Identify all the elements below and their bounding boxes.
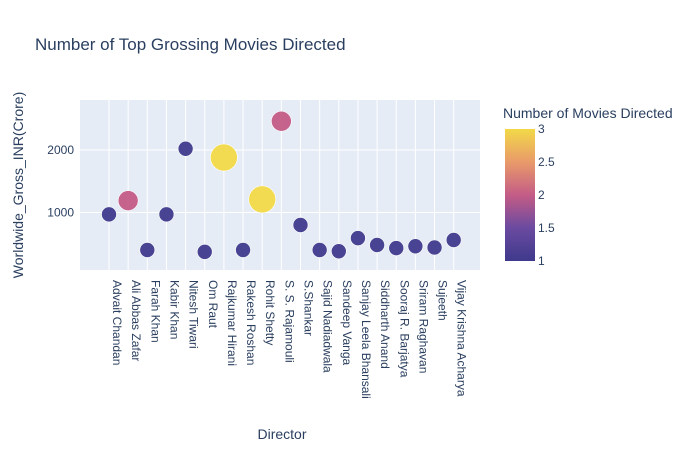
marker	[426, 239, 443, 256]
x-tick-label: Sujeeth	[436, 280, 450, 321]
y-tick-labels: 1000 2000	[47, 143, 74, 220]
marker	[196, 244, 213, 260]
x-tick-label: Farah Khan	[148, 280, 162, 343]
colorbar-tick-label: 2	[538, 188, 545, 202]
y-tick-label: 2000	[47, 143, 74, 157]
marker	[407, 238, 424, 255]
x-tick-labels: Advait Chandan Ali Abbas Zafar Farah Khan K…	[110, 280, 469, 399]
x-tick-label: Ali Abbas Zafar	[129, 280, 143, 361]
colorbar-tick-label: 1	[538, 254, 545, 268]
x-tick-label: Om Raut	[206, 280, 220, 329]
colorbar-tick-label: 3	[538, 122, 545, 136]
x-tick-label: Sandeep Vanga	[340, 280, 354, 366]
x-tick-label: Siddharth Anand	[378, 280, 392, 369]
marker	[369, 237, 385, 253]
x-tick-label: Rakesh Roshan	[244, 280, 258, 365]
marker	[139, 242, 156, 258]
x-tick-label: Vijay Krishna Acharya	[455, 280, 469, 397]
marker	[292, 217, 309, 233]
marker	[117, 190, 139, 211]
x-axis-title: Director	[257, 426, 306, 442]
x-tick-label: Sooraj R. Barjatya	[397, 280, 411, 378]
x-tick-label: S. S. Rajamouli	[282, 280, 296, 363]
marker	[311, 242, 328, 258]
x-tick-label: Rohit Shetty	[263, 280, 277, 345]
x-tick-label: Advait Chandan	[110, 280, 124, 365]
x-tick-label: Sajid Nadiadwala	[321, 280, 335, 373]
marker	[350, 230, 366, 246]
marker	[101, 206, 117, 223]
marker	[388, 240, 405, 256]
marker	[248, 185, 277, 214]
x-tick-label: Rajkumar Hirani	[225, 280, 239, 366]
x-tick-label: Nitesh Tiwari	[187, 280, 201, 349]
colorbar-title: Number of Movies Directed	[503, 105, 673, 121]
marker	[158, 206, 175, 223]
marker	[210, 143, 238, 172]
x-tick-label: Sanjay Leela Bhansali	[359, 280, 373, 399]
marker	[177, 140, 194, 157]
marker	[235, 242, 251, 258]
y-gridlines	[80, 149, 480, 213]
x-tick-label: Kabir Khan	[167, 280, 181, 339]
y-tick-label: 1000	[47, 206, 74, 220]
marker	[271, 110, 292, 132]
marker	[330, 243, 347, 260]
colorbar	[505, 129, 535, 261]
colorbar-tick-label: 2.5	[538, 155, 555, 169]
y-axis-title: Worldwide_Gross_INR(Crore)	[10, 92, 26, 278]
colorbar-tick-label: 1.5	[538, 221, 555, 235]
chart-title: Number of Top Grossing Movies Directed	[35, 35, 346, 54]
markers	[101, 110, 462, 260]
colorbar-tick-labels: 1 1.5 2 2.5 3	[538, 122, 555, 268]
marker	[445, 232, 462, 248]
x-tick-label: Sriram Raghavan	[416, 280, 430, 373]
x-tick-label: S.Shankar	[302, 280, 316, 336]
